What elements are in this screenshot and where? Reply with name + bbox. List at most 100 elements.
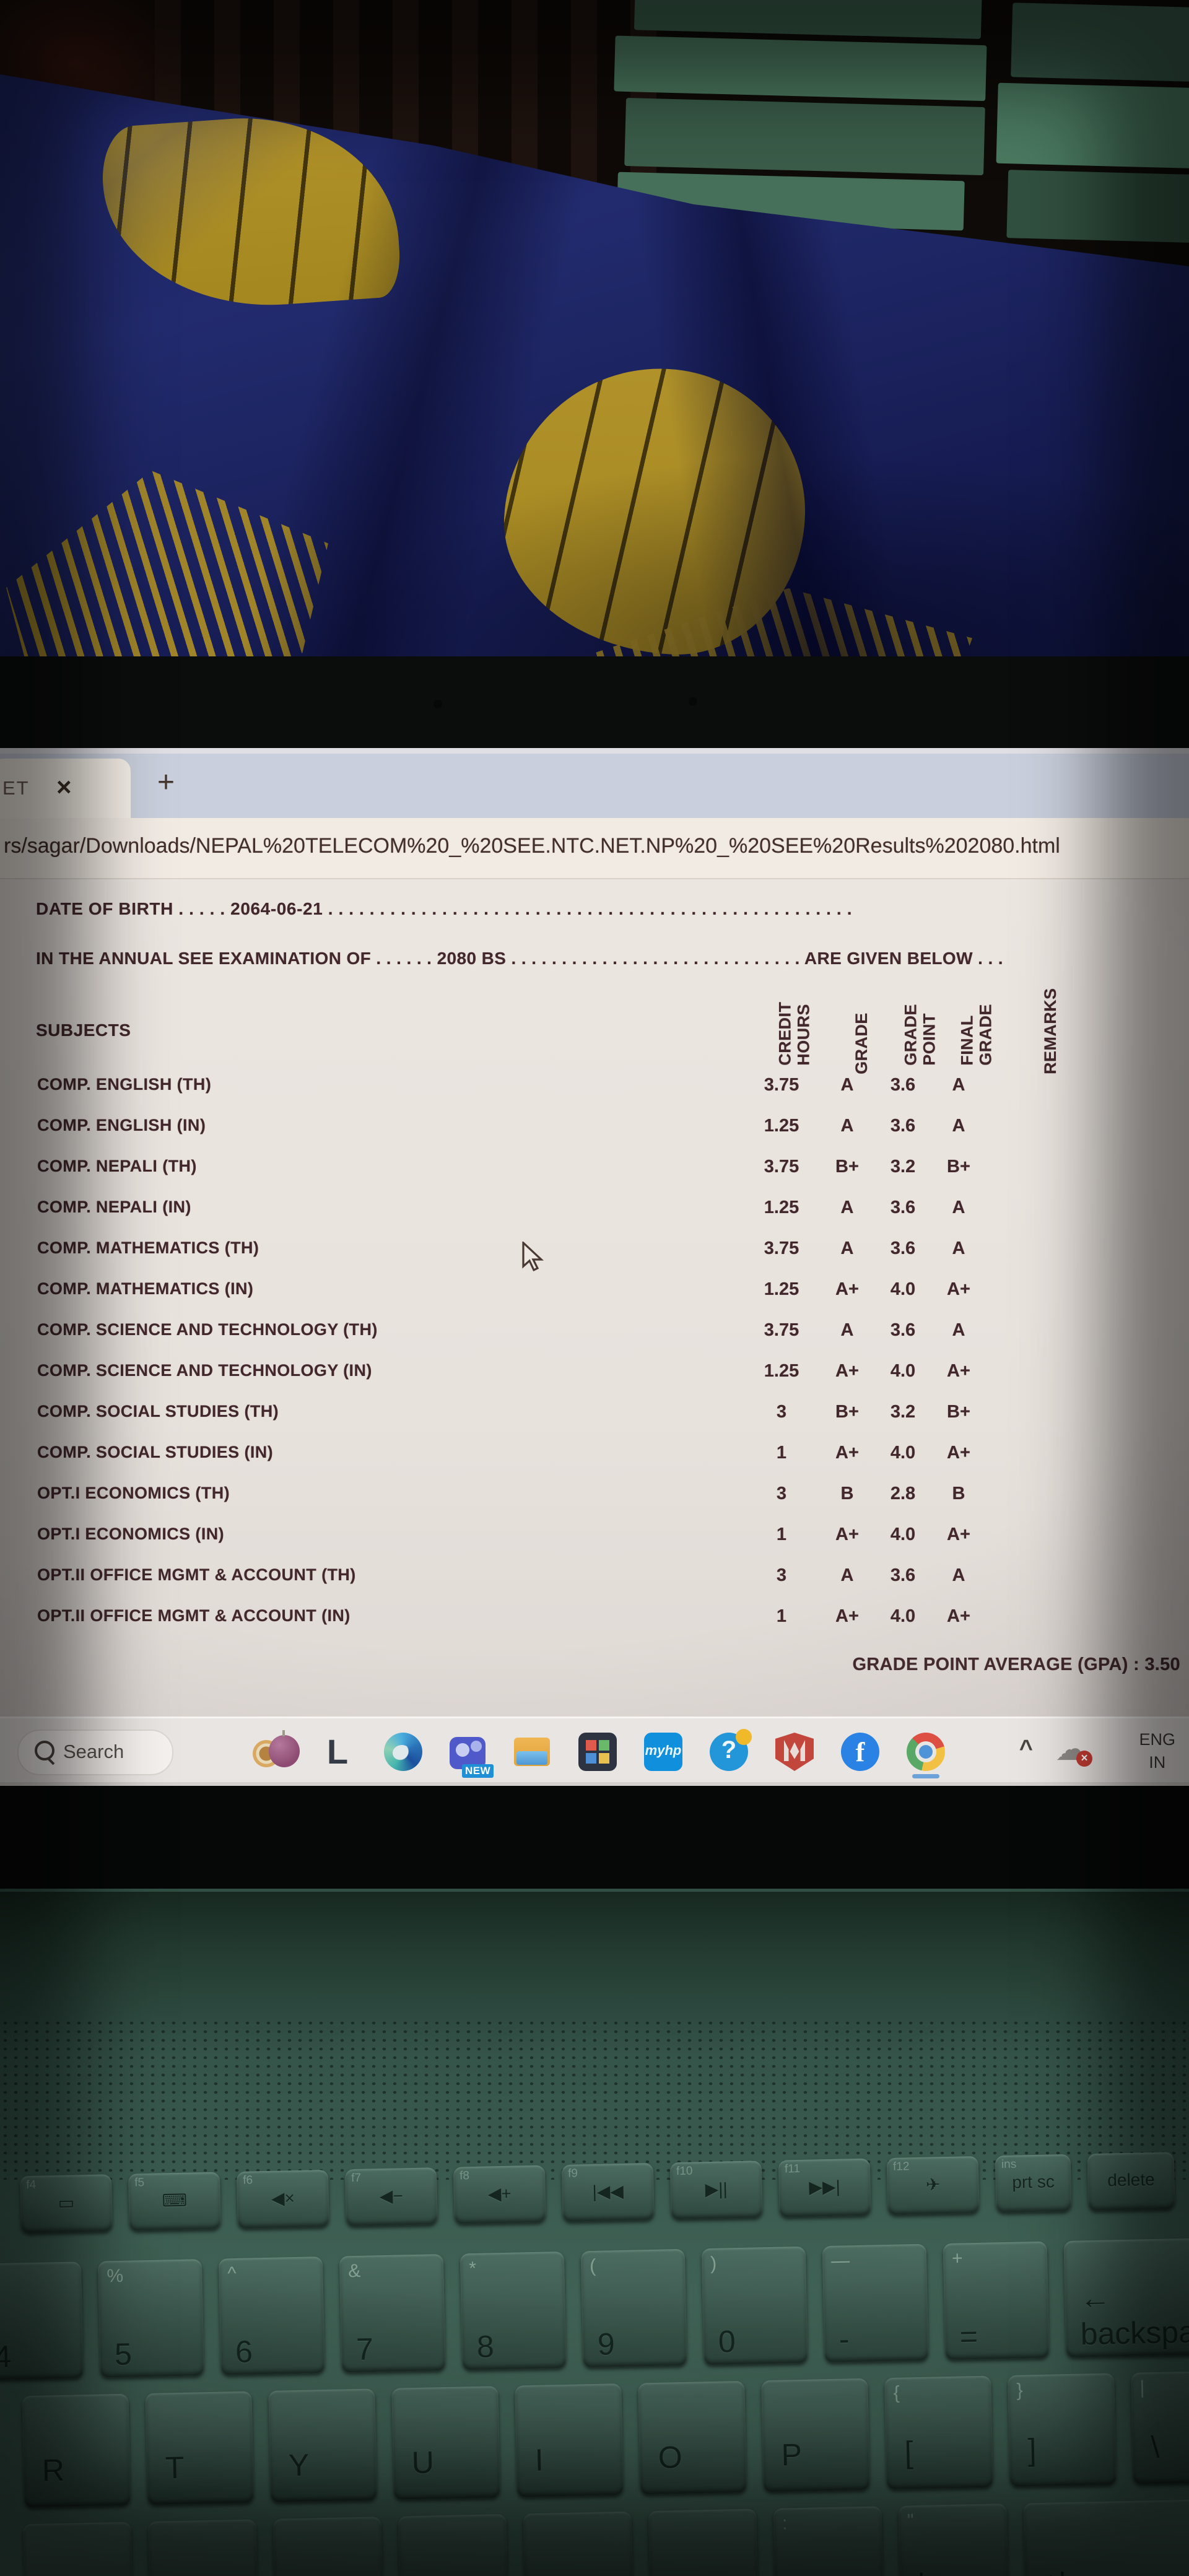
myhp-icon[interactable]: myhp	[644, 1733, 682, 1771]
deck-shading	[0, 1889, 1189, 2576]
mouse-cursor	[522, 1240, 547, 1277]
table-row: COMP. SCIENCE AND TECHNOLOGY (IN)1.25A+4…	[0, 1361, 1189, 1402]
grade-point-value: 3.6	[863, 1198, 943, 1218]
table-row: COMP. SCIENCE AND TECHNOLOGY (TH)3.75A3.…	[0, 1320, 1189, 1361]
subject-name: COMP. SCIENCE AND TECHNOLOGY (TH)	[37, 1320, 378, 1339]
final-grade-value: A+	[918, 1525, 999, 1545]
credit-value: 1	[741, 1443, 822, 1463]
exam-suffix: ARE GIVEN BELOW . . .	[804, 949, 1003, 968]
grade-value: A	[807, 1238, 887, 1259]
microphone-hole	[689, 697, 697, 706]
credit-value: 1	[741, 1525, 822, 1545]
subject-name: OPT.I ECONOMICS (IN)	[37, 1525, 224, 1544]
teams-icon[interactable]: NEW	[450, 1737, 494, 1778]
onedrive-cloud-icon[interactable]: ☁ ×	[1055, 1733, 1092, 1767]
book	[614, 35, 987, 102]
subject-name: COMP. ENGLISH (IN)	[37, 1116, 206, 1135]
grade-point-value: 2.8	[863, 1484, 943, 1504]
subject-name: OPT.II OFFICE MGMT & ACCOUNT (IN)	[37, 1606, 351, 1625]
subject-name: COMP. NEPALI (IN)	[37, 1198, 191, 1217]
grade-value: A	[807, 1320, 887, 1341]
final-grade-value: A+	[918, 1606, 999, 1627]
windows-taskbar: Search L NEW myhp? f ^ ☁ × ENG IN	[0, 1717, 1189, 1786]
tab-close-icon[interactable]: ×	[56, 772, 72, 801]
grade-value: B	[807, 1484, 887, 1504]
subject-name: COMP. MATHEMATICS (IN)	[37, 1279, 253, 1299]
screen-bottom-edge	[0, 1782, 1189, 1786]
credit-value: 3.75	[741, 1157, 822, 1177]
grade-point-value: 3.6	[863, 1116, 943, 1136]
new-tab-button[interactable]: +	[157, 766, 175, 799]
grade-point-value: 3.6	[863, 1320, 943, 1341]
final-grade-value: A	[918, 1198, 999, 1218]
hp-support-icon[interactable]: ?	[710, 1729, 752, 1771]
exam-year: 2080 BS	[437, 949, 507, 968]
final-grade-value: B+	[918, 1402, 999, 1422]
credit-value: 3.75	[741, 1320, 822, 1341]
gpa-line: GRADE POINT AVERAGE (GPA) : 3.50	[852, 1655, 1180, 1675]
book	[996, 82, 1189, 169]
app-grid-icon[interactable]	[578, 1733, 617, 1771]
hinge-highlight	[0, 1889, 1189, 1892]
subject-name: COMP. MATHEMATICS (TH)	[37, 1238, 259, 1258]
credit-value: 1.25	[741, 1198, 822, 1218]
chrome-icon[interactable]	[907, 1733, 945, 1778]
grade-point-value: 3.6	[863, 1565, 943, 1586]
file-explorer-icon[interactable]	[513, 1733, 551, 1771]
l-app-icon[interactable]: L	[326, 1732, 349, 1771]
grade-value: A	[807, 1116, 887, 1136]
results-page: DATE OF BIRTH . . . . . 2064-06-21 . . .…	[0, 879, 1189, 1786]
laptop-top-bezel	[0, 656, 1189, 1380]
subject-name: COMP. SOCIAL STUDIES (TH)	[37, 1402, 279, 1421]
credit-value: 1	[741, 1606, 822, 1627]
table-row: COMP. SOCIAL STUDIES (TH)3B+3.2B+	[0, 1402, 1189, 1443]
new-badge: NEW	[462, 1764, 494, 1778]
grade-value: A+	[807, 1525, 887, 1545]
passion-fruit-icon[interactable]	[253, 1730, 300, 1771]
final-grade-value: A	[918, 1075, 999, 1095]
subject-name: COMP. SOCIAL STUDIES (IN)	[37, 1443, 273, 1462]
table-row: OPT.II OFFICE MGMT & ACCOUNT (TH)3A3.6A	[0, 1565, 1189, 1606]
grade-value: A+	[807, 1279, 887, 1300]
grade-value: A	[807, 1565, 887, 1586]
dot-leader: . . . . . .	[376, 949, 432, 968]
table-row: COMP. ENGLISH (IN)1.25A3.6A	[0, 1116, 1189, 1157]
credit-value: 3	[741, 1484, 822, 1504]
table-row: OPT.I ECONOMICS (TH)3B2.8B	[0, 1484, 1189, 1525]
gpa-value: 3.50	[1144, 1655, 1180, 1674]
grade-value: B+	[807, 1157, 887, 1177]
credit-value: 1.25	[741, 1116, 822, 1136]
subject-name: COMP. NEPALI (TH)	[37, 1157, 197, 1176]
language-indicator[interactable]: ENG IN	[1139, 1728, 1175, 1774]
grade-value: A+	[807, 1606, 887, 1627]
credit-value: 1.25	[741, 1279, 822, 1300]
background-scene	[0, 0, 1189, 731]
table-row: COMP. ENGLISH (TH)3.75A3.6A	[0, 1075, 1189, 1116]
mcafee-icon[interactable]	[775, 1733, 814, 1771]
final-grade-value: A	[918, 1565, 999, 1586]
grade-point-value: 4.0	[863, 1361, 943, 1382]
browser-tab-bar: ET × +	[0, 754, 1189, 818]
grade-point-value: 4.0	[863, 1525, 943, 1545]
browser-tab[interactable]: ET ×	[0, 759, 131, 818]
grade-point-value: 4.0	[863, 1279, 943, 1300]
grade-point-value: 4.0	[863, 1606, 943, 1627]
tray-chevron-up-icon[interactable]: ^	[1019, 1736, 1033, 1762]
credit-value: 3	[741, 1565, 822, 1586]
table-row: COMP. NEPALI (IN)1.25A3.6A	[0, 1198, 1189, 1238]
edge-icon[interactable]	[384, 1733, 422, 1771]
table-row: OPT.II OFFICE MGMT & ACCOUNT (IN)1A+4.0A…	[0, 1606, 1189, 1647]
taskbar-search[interactable]: Search	[17, 1730, 173, 1775]
grade-value: B+	[807, 1402, 887, 1422]
subject-name: COMP. ENGLISH (TH)	[37, 1075, 211, 1094]
browser-address-bar[interactable]: rs/sagar/Downloads/NEPAL%20TELECOM%20_%2…	[0, 818, 1189, 879]
final-grade-value: A	[918, 1116, 999, 1136]
final-grade-value: A+	[918, 1443, 999, 1463]
final-grade-value: B+	[918, 1157, 999, 1177]
final-grade-value: A+	[918, 1361, 999, 1382]
grade-value: A	[807, 1075, 887, 1095]
subjects-column-header: SUBJECTS	[36, 1020, 131, 1040]
facebook-icon[interactable]: f	[841, 1733, 879, 1771]
final-grade-value: A	[918, 1320, 999, 1341]
